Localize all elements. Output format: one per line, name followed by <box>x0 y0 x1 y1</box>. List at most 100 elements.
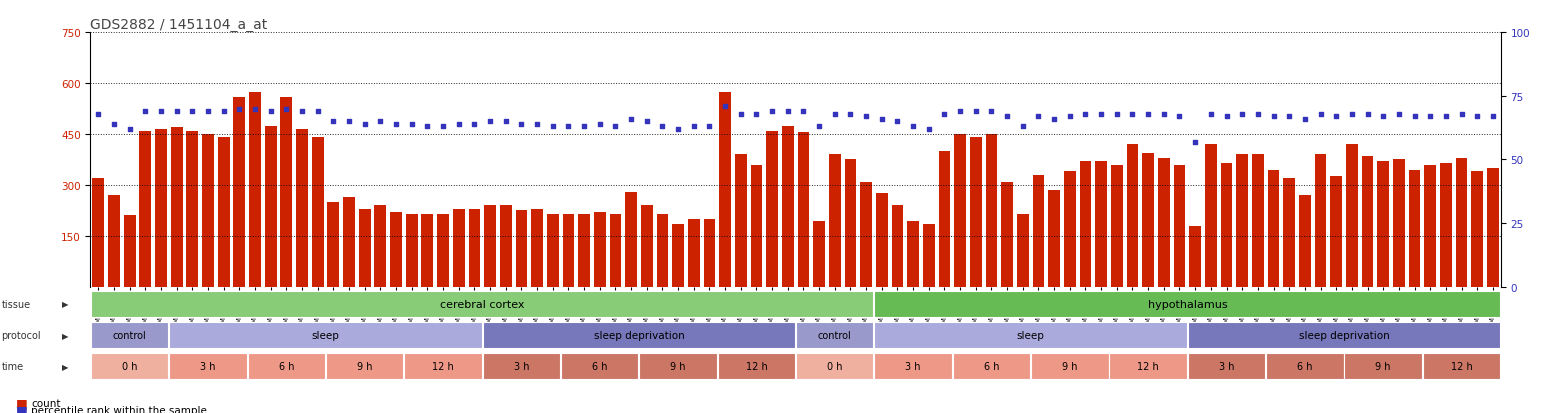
Bar <box>750 165 763 287</box>
Text: hypothalamus: hypothalamus <box>1148 299 1228 309</box>
Bar <box>1331 177 1342 287</box>
Point <box>1011 124 1036 131</box>
Text: time: time <box>2 361 23 371</box>
Bar <box>343 197 356 287</box>
Point <box>431 124 456 131</box>
Point <box>1151 111 1176 118</box>
Bar <box>92 179 105 287</box>
Text: 6 h: 6 h <box>984 361 1000 371</box>
Text: percentile rank within the sample: percentile rank within the sample <box>31 405 207 413</box>
Bar <box>1362 157 1373 287</box>
Bar <box>482 354 560 379</box>
Point <box>853 114 878 120</box>
Bar <box>719 93 732 287</box>
Bar <box>1048 190 1061 287</box>
Bar <box>421 214 434 287</box>
Point <box>602 124 627 131</box>
Point <box>117 126 142 133</box>
Bar <box>1095 162 1108 287</box>
Bar <box>390 213 402 287</box>
Point <box>1449 111 1474 118</box>
Bar <box>170 128 183 287</box>
Bar <box>1158 158 1170 287</box>
Bar <box>234 97 245 287</box>
Text: sleep deprivation: sleep deprivation <box>593 330 685 340</box>
Point <box>807 124 831 131</box>
Point <box>947 109 972 115</box>
Point <box>306 109 331 115</box>
Point <box>1136 111 1161 118</box>
Point <box>509 121 534 128</box>
Bar <box>218 138 229 287</box>
Point <box>1260 114 1285 120</box>
Point <box>540 124 565 131</box>
Text: sleep: sleep <box>1017 330 1045 340</box>
Bar <box>1080 162 1092 287</box>
Text: ■: ■ <box>16 396 28 409</box>
Bar <box>1393 160 1404 287</box>
Bar <box>1424 165 1437 287</box>
Bar <box>1346 145 1357 287</box>
Text: 9 h: 9 h <box>671 361 686 371</box>
Bar <box>1189 226 1201 287</box>
Bar <box>437 214 449 287</box>
Bar <box>1315 155 1326 287</box>
Point <box>164 109 189 115</box>
Point <box>524 121 549 128</box>
Point <box>195 109 220 115</box>
Point <box>86 111 111 118</box>
Point <box>1229 111 1254 118</box>
Bar <box>203 135 214 287</box>
Bar <box>499 206 512 287</box>
Point <box>682 124 707 131</box>
Bar <box>482 323 796 348</box>
Point <box>1198 111 1223 118</box>
Bar <box>1345 354 1421 379</box>
Bar <box>657 214 668 287</box>
Text: ▶: ▶ <box>62 300 69 309</box>
Bar <box>718 354 796 379</box>
Point <box>666 126 691 133</box>
Bar <box>1236 155 1248 287</box>
Point <box>651 124 675 131</box>
Bar <box>139 131 151 287</box>
Point <box>775 109 800 115</box>
Text: 3 h: 3 h <box>1218 361 1234 371</box>
Bar <box>892 206 903 287</box>
Text: ▶: ▶ <box>62 331 69 340</box>
Bar <box>970 138 981 287</box>
Bar <box>374 206 387 287</box>
Bar <box>796 354 874 379</box>
Point <box>1402 114 1427 120</box>
Bar <box>1471 172 1484 287</box>
Point <box>1026 114 1051 120</box>
Bar <box>484 206 496 287</box>
Point <box>1089 111 1114 118</box>
Bar <box>875 194 888 287</box>
Point <box>713 103 738 110</box>
Bar <box>1284 179 1295 287</box>
Bar <box>1017 214 1028 287</box>
Bar <box>530 209 543 287</box>
Bar <box>248 354 324 379</box>
Bar <box>1142 153 1154 287</box>
Bar <box>1109 354 1187 379</box>
Point <box>1245 111 1270 118</box>
Bar <box>626 192 636 287</box>
Bar <box>406 214 418 287</box>
Bar <box>1267 354 1343 379</box>
Bar <box>908 221 919 287</box>
Text: 0 h: 0 h <box>122 361 137 371</box>
Bar <box>468 209 480 287</box>
Point <box>869 116 894 123</box>
Bar <box>640 354 716 379</box>
Text: sleep deprivation: sleep deprivation <box>1298 330 1390 340</box>
Bar <box>1423 354 1501 379</box>
Point <box>1480 114 1505 120</box>
Bar <box>562 354 638 379</box>
Text: 9 h: 9 h <box>1062 361 1078 371</box>
Point <box>744 111 769 118</box>
Bar <box>1002 182 1012 287</box>
Text: ■: ■ <box>16 403 28 413</box>
Bar <box>782 126 794 287</box>
